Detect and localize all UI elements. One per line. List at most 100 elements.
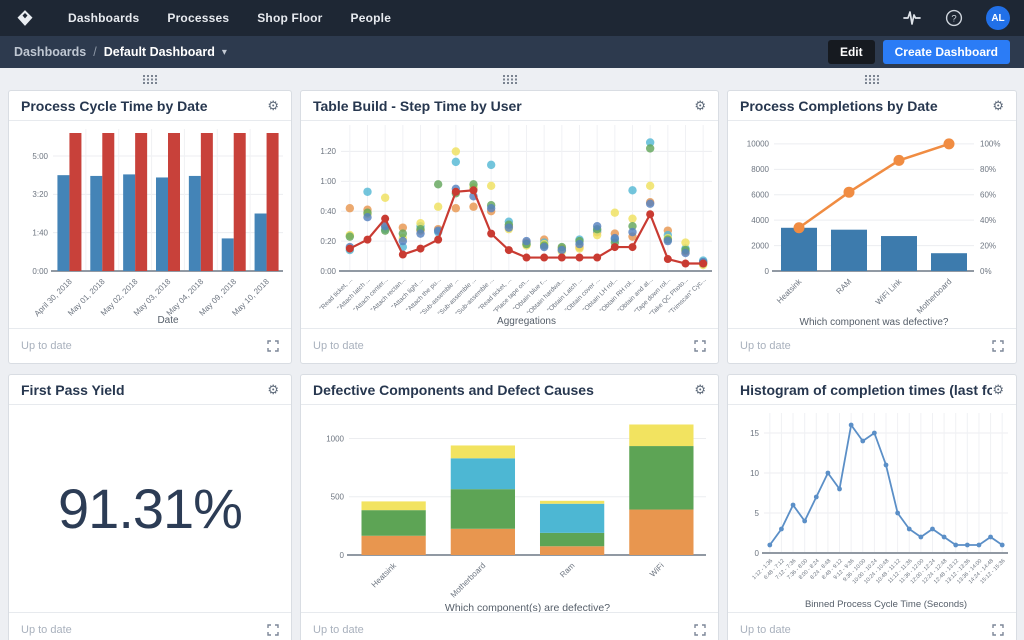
svg-text:1:40: 1:40 bbox=[32, 228, 48, 237]
nav-item-people[interactable]: People bbox=[350, 11, 392, 25]
svg-text:1000: 1000 bbox=[326, 434, 344, 443]
first-pass-yield-value: 91.31% bbox=[58, 477, 243, 540]
help-glyph: ? bbox=[951, 13, 956, 24]
card-title: Defective Components and Defect Causes bbox=[313, 381, 594, 398]
svg-text:10: 10 bbox=[750, 469, 759, 478]
svg-text:0: 0 bbox=[765, 267, 770, 276]
svg-text:0:00: 0:00 bbox=[32, 267, 48, 276]
svg-text:Heatsink: Heatsink bbox=[775, 276, 804, 305]
card-title: First Pass Yield bbox=[21, 381, 125, 398]
settings-gear-icon[interactable]: ⚙ bbox=[992, 382, 1004, 397]
status-text: Up to date bbox=[313, 624, 364, 636]
svg-text:10000: 10000 bbox=[747, 140, 770, 149]
expand-icon[interactable] bbox=[694, 624, 706, 636]
svg-text:Which component(s) are defecti: Which component(s) are defective? bbox=[445, 602, 610, 612]
svg-text:15: 15 bbox=[750, 429, 759, 438]
dashboard-row-1: Process Cycle Time by Date ⚙ 0:00 1:40 3:2… bbox=[0, 90, 1024, 364]
svg-text:5:00: 5:00 bbox=[32, 152, 48, 161]
svg-text:3:20: 3:20 bbox=[32, 190, 48, 199]
svg-text:4000: 4000 bbox=[751, 216, 769, 225]
status-text: Up to date bbox=[740, 624, 791, 636]
svg-text:80%: 80% bbox=[980, 165, 996, 174]
expand-icon[interactable] bbox=[992, 340, 1004, 352]
svg-text:Motherboard: Motherboard bbox=[449, 561, 487, 599]
nav-item-shop-floor[interactable]: Shop Floor bbox=[257, 11, 323, 25]
svg-text:8000: 8000 bbox=[751, 165, 769, 174]
svg-text:Date: Date bbox=[157, 315, 179, 326]
status-text: Up to date bbox=[313, 340, 364, 352]
card-process-cycle-time: Process Cycle Time by Date ⚙ 0:00 1:40 3:2… bbox=[8, 90, 292, 364]
status-text: Up to date bbox=[21, 340, 72, 352]
breadcrumb-current-dashboard[interactable]: Default Dashboard bbox=[103, 45, 215, 59]
svg-text:RAM: RAM bbox=[834, 277, 853, 296]
card-title: Histogram of completion times (last fo..… bbox=[740, 381, 993, 398]
svg-text:0:40: 0:40 bbox=[320, 207, 336, 216]
settings-gear-icon[interactable]: ⚙ bbox=[694, 382, 706, 397]
svg-text:0:00: 0:00 bbox=[320, 267, 336, 276]
svg-text:0:20: 0:20 bbox=[320, 237, 336, 246]
svg-text:Heatsink: Heatsink bbox=[370, 560, 399, 589]
svg-text:Motherboard: Motherboard bbox=[915, 277, 953, 315]
expand-icon[interactable] bbox=[267, 340, 279, 352]
settings-gear-icon[interactable]: ⚙ bbox=[992, 98, 1004, 113]
create-dashboard-button[interactable]: Create Dashboard bbox=[882, 40, 1010, 64]
breadcrumb-dashboards[interactable]: Dashboards bbox=[14, 45, 87, 59]
expand-icon[interactable] bbox=[694, 340, 706, 352]
card-drag-handle[interactable] bbox=[143, 74, 157, 84]
svg-text:WiFi Link: WiFi Link bbox=[874, 276, 904, 306]
completions-pareto-chart: 0 0% 2000 20% 4000 40% 6000 60% 8000 80% 10000 100%… bbox=[747, 138, 1000, 328]
tulip-logo-icon[interactable] bbox=[14, 7, 36, 29]
svg-text:0%: 0% bbox=[980, 267, 992, 276]
breadcrumb-separator: / bbox=[93, 45, 97, 59]
svg-text:Ram: Ram bbox=[558, 561, 577, 580]
svg-text:WiFi: WiFi bbox=[648, 561, 666, 579]
edit-button[interactable]: Edit bbox=[827, 40, 875, 64]
status-text: Up to date bbox=[21, 624, 72, 636]
svg-text:1:20: 1:20 bbox=[320, 147, 336, 156]
card-completion-histogram: Histogram of completion times (last fo..… bbox=[727, 374, 1017, 640]
card-title: Process Cycle Time by Date bbox=[21, 97, 208, 114]
svg-text:6000: 6000 bbox=[751, 191, 769, 200]
svg-text:0: 0 bbox=[755, 549, 760, 558]
svg-text:20%: 20% bbox=[980, 241, 996, 250]
card-process-completions: Process Completions by Date ⚙ 0 0% 2000 20%… bbox=[727, 90, 1017, 364]
card-drag-handle[interactable] bbox=[502, 74, 517, 84]
svg-text:Binned Process Cycle Time (Sec: Binned Process Cycle Time (Seconds) bbox=[805, 599, 967, 610]
card-title: Process Completions by Date bbox=[740, 97, 938, 114]
nav-item-dashboards[interactable]: Dashboards bbox=[68, 11, 140, 25]
card-step-time-by-user: Table Build - Step Time by User ⚙ 0:00 0:… bbox=[300, 90, 719, 364]
svg-text:0: 0 bbox=[340, 551, 345, 560]
svg-text:40%: 40% bbox=[980, 216, 996, 225]
card-title: Table Build - Step Time by User bbox=[313, 97, 522, 114]
card-first-pass-yield: First Pass Yield ⚙ 91.31% Up to date bbox=[8, 374, 292, 640]
activity-pulse-icon[interactable] bbox=[902, 8, 922, 28]
step-time-scatter-chart: 0:000:200:401:001:20"Read ticket, ..."At… bbox=[318, 125, 712, 327]
defects-stacked-bar-chart: 0 500 1000 Heatsink Motherboard Ram WiFi Which … bbox=[326, 424, 706, 612]
user-avatar[interactable]: AL bbox=[986, 6, 1010, 30]
breadcrumb-bar: Dashboards / Default Dashboard ▾ Edit Cr… bbox=[0, 36, 1024, 68]
settings-gear-icon[interactable]: ⚙ bbox=[694, 98, 706, 113]
svg-text:100%: 100% bbox=[980, 140, 1000, 149]
svg-text:Aggregations: Aggregations bbox=[497, 316, 556, 327]
svg-text:5: 5 bbox=[755, 509, 760, 518]
help-icon[interactable]: ? bbox=[944, 8, 964, 28]
svg-text:2000: 2000 bbox=[751, 241, 769, 250]
svg-text:500: 500 bbox=[331, 493, 345, 502]
drag-handle-row bbox=[0, 68, 1024, 90]
chevron-down-icon[interactable]: ▾ bbox=[221, 46, 227, 58]
card-defective-components: Defective Components and Defect Causes ⚙… bbox=[300, 374, 719, 640]
nav-item-processes[interactable]: Processes bbox=[167, 11, 230, 25]
card-drag-handle[interactable] bbox=[865, 74, 879, 84]
dashboard-row-2: First Pass Yield ⚙ 91.31% Up to date Def… bbox=[0, 374, 1024, 640]
settings-gear-icon[interactable]: ⚙ bbox=[267, 382, 279, 397]
expand-icon[interactable] bbox=[267, 624, 279, 636]
svg-text:Which component was defective?: Which component was defective? bbox=[800, 317, 949, 328]
svg-text:1:00: 1:00 bbox=[320, 177, 336, 186]
status-text: Up to date bbox=[740, 340, 791, 352]
top-nav-bar: Dashboards Processes Shop Floor People ?… bbox=[0, 0, 1024, 36]
expand-icon[interactable] bbox=[992, 624, 1004, 636]
svg-text:60%: 60% bbox=[980, 191, 996, 200]
settings-gear-icon[interactable]: ⚙ bbox=[267, 98, 279, 113]
